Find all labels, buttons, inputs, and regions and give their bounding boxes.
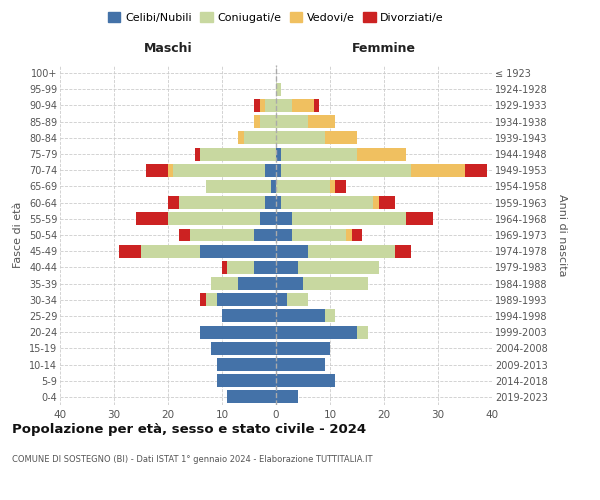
Bar — [260, 115, 276, 128]
Bar — [227, 261, 254, 274]
Bar — [217, 358, 276, 371]
Bar — [141, 244, 200, 258]
Bar — [276, 196, 281, 209]
Text: COMUNE DI SOSTEGNO (BI) - Dati ISTAT 1° gennaio 2024 - Elaborazione TUTTITALIA.I: COMUNE DI SOSTEGNO (BI) - Dati ISTAT 1° … — [12, 455, 373, 464]
Bar — [200, 148, 276, 160]
Bar — [276, 99, 292, 112]
Bar — [276, 342, 330, 355]
Bar — [292, 99, 314, 112]
Bar — [308, 244, 395, 258]
Bar — [238, 132, 244, 144]
Bar — [281, 148, 357, 160]
Bar — [168, 164, 173, 176]
Bar — [276, 83, 281, 96]
Bar — [168, 212, 260, 226]
Bar — [281, 164, 411, 176]
Bar — [357, 148, 406, 160]
Bar — [276, 358, 325, 371]
Text: Popolazione per età, sesso e stato civile - 2024: Popolazione per età, sesso e stato civil… — [12, 422, 366, 436]
Bar — [265, 99, 276, 112]
Bar — [260, 212, 276, 226]
Bar — [254, 115, 260, 128]
Bar — [254, 228, 276, 241]
Bar — [335, 180, 346, 193]
Bar — [352, 228, 362, 241]
Bar — [190, 228, 254, 241]
Legend: Celibi/Nubili, Coniugati/e, Vedovi/e, Divorziati/e: Celibi/Nubili, Coniugati/e, Vedovi/e, Di… — [104, 8, 448, 28]
Bar — [276, 228, 292, 241]
Bar — [265, 164, 276, 176]
Bar — [238, 277, 276, 290]
Bar — [119, 244, 141, 258]
Bar — [276, 310, 325, 322]
Bar — [136, 212, 168, 226]
Bar — [206, 180, 271, 193]
Bar — [395, 244, 411, 258]
Bar — [292, 212, 406, 226]
Bar — [200, 294, 206, 306]
Bar — [287, 294, 308, 306]
Bar — [330, 180, 335, 193]
Bar — [308, 115, 335, 128]
Bar — [254, 261, 276, 274]
Bar — [206, 294, 217, 306]
Bar — [227, 390, 276, 404]
Bar — [271, 180, 276, 193]
Bar — [222, 310, 276, 322]
Bar — [276, 244, 308, 258]
Bar — [276, 212, 292, 226]
Bar — [179, 228, 190, 241]
Text: Femmine: Femmine — [352, 42, 416, 55]
Bar — [406, 212, 433, 226]
Bar — [260, 99, 265, 112]
Bar — [200, 244, 276, 258]
Bar — [276, 180, 330, 193]
Text: Maschi: Maschi — [143, 42, 193, 55]
Bar — [325, 132, 357, 144]
Bar — [222, 261, 227, 274]
Bar — [276, 115, 308, 128]
Bar — [211, 342, 276, 355]
Bar — [244, 132, 276, 144]
Bar — [276, 148, 281, 160]
Bar — [411, 164, 465, 176]
Bar — [168, 196, 179, 209]
Bar — [373, 196, 379, 209]
Bar — [217, 294, 276, 306]
Bar — [200, 326, 276, 338]
Bar — [211, 277, 238, 290]
Bar — [325, 310, 335, 322]
Bar — [265, 196, 276, 209]
Bar — [292, 228, 346, 241]
Bar — [298, 261, 379, 274]
Bar — [276, 390, 298, 404]
Bar — [276, 374, 335, 387]
Bar — [303, 277, 368, 290]
Bar — [314, 99, 319, 112]
Bar — [173, 164, 265, 176]
Bar — [254, 99, 260, 112]
Bar — [276, 132, 325, 144]
Bar — [276, 164, 281, 176]
Bar — [276, 326, 357, 338]
Y-axis label: Fasce di età: Fasce di età — [13, 202, 23, 268]
Bar — [465, 164, 487, 176]
Y-axis label: Anni di nascita: Anni di nascita — [557, 194, 567, 276]
Bar — [217, 374, 276, 387]
Bar — [276, 261, 298, 274]
Bar — [276, 277, 303, 290]
Bar — [346, 228, 352, 241]
Bar — [281, 196, 373, 209]
Bar — [276, 294, 287, 306]
Bar — [179, 196, 265, 209]
Bar — [195, 148, 200, 160]
Bar — [146, 164, 168, 176]
Bar — [379, 196, 395, 209]
Bar — [357, 326, 368, 338]
